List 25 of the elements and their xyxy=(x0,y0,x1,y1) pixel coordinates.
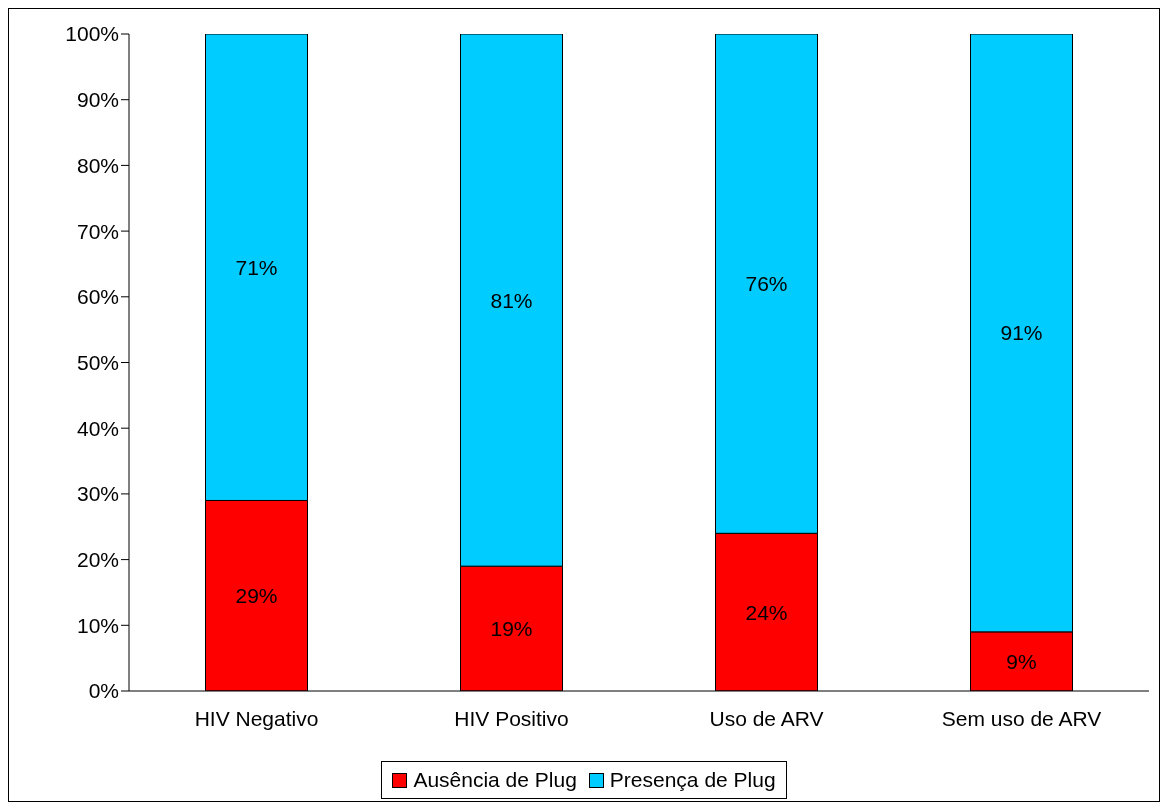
data-label: 71% xyxy=(235,255,278,279)
y-tick-label: 20% xyxy=(76,548,119,572)
x-tick-label: Sem uso de ARV xyxy=(941,706,1102,730)
y-tick-label: 10% xyxy=(76,613,119,637)
x-tick-label: Uso de ARV xyxy=(709,706,824,730)
y-tick-label: 80% xyxy=(76,153,119,177)
data-label: 76% xyxy=(745,272,788,296)
data-label: 91% xyxy=(1000,321,1043,345)
data-label: 19% xyxy=(490,617,533,641)
data-label: 29% xyxy=(235,584,278,608)
y-tick-label: 40% xyxy=(76,416,119,440)
y-tick-label: 30% xyxy=(76,482,119,506)
data-label: 9% xyxy=(1006,649,1037,673)
legend-label: Ausência de Plug xyxy=(413,768,577,792)
x-tick-label: HIV Negativo xyxy=(194,706,319,730)
legend-label: Presença de Plug xyxy=(609,768,776,792)
y-tick-label: 50% xyxy=(76,350,119,374)
data-label: 24% xyxy=(745,600,788,624)
x-tick-label: HIV Positivo xyxy=(454,706,569,730)
y-tick-label: 100% xyxy=(65,22,119,46)
y-tick-label: 60% xyxy=(76,285,119,309)
y-tick-label: 90% xyxy=(76,88,119,112)
y-tick-label: 0% xyxy=(88,679,119,703)
y-tick-label: 70% xyxy=(76,219,119,243)
data-label: 81% xyxy=(490,288,533,312)
